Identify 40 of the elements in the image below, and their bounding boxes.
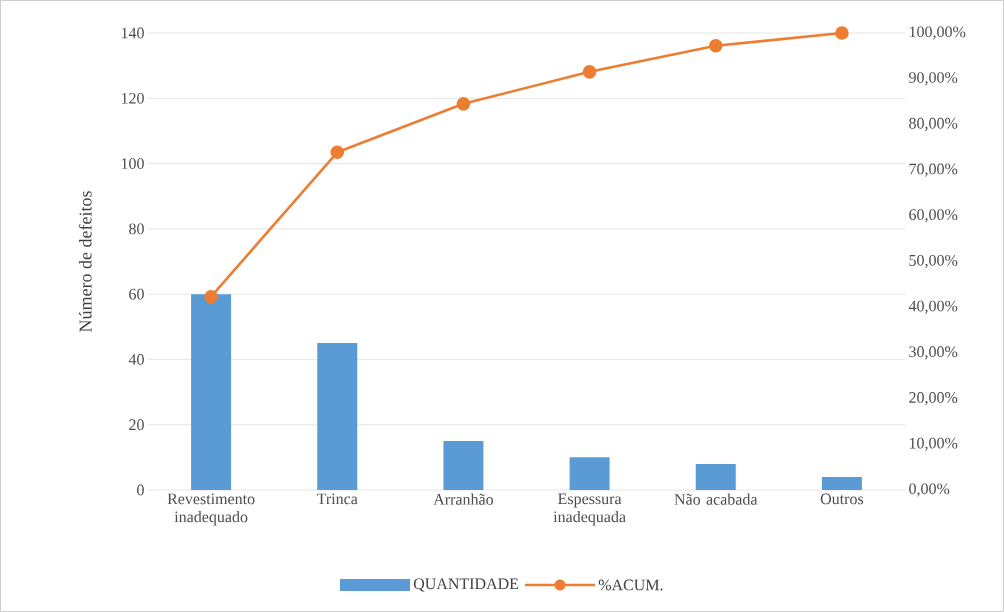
y2-tick-label: 40,00%: [908, 300, 958, 314]
y2-tick-label: 100,00%: [909, 26, 966, 40]
bar: [191, 294, 232, 490]
bar: [443, 441, 484, 490]
bar: [695, 463, 736, 490]
x-tick-label: Arranhão: [433, 493, 494, 505]
legend-label: QUANTIDADE: [413, 578, 519, 592]
point: [835, 26, 849, 40]
point: [582, 65, 597, 79]
y-tick-label: 40: [128, 354, 144, 365]
point: [456, 97, 471, 111]
bar: [821, 476, 862, 490]
y2-tick-label: 80,00%: [909, 117, 958, 131]
x-tick-label: Espessura inadequada: [553, 493, 626, 526]
y2-tick-label: 10,00%: [909, 437, 958, 451]
point: [330, 145, 345, 160]
x-tick-label: Outros: [820, 493, 864, 505]
y-tick-label: 120: [121, 92, 144, 104]
point: [204, 289, 218, 304]
y2-tick-label: 20,00%: [909, 392, 958, 406]
y2-tick-label: 70,00%: [909, 163, 958, 177]
bar: [569, 457, 610, 490]
y2-tick-label: 60,00%: [909, 209, 958, 223]
x-tick-label: Revestimento inadequado: [167, 493, 255, 526]
y-tick-label: 80: [129, 223, 144, 235]
legend-label: %ACUM.: [598, 579, 663, 591]
y-axis-title: Número de defeitos: [78, 191, 92, 332]
point: [708, 38, 723, 53]
y-tick-label: 60: [129, 288, 144, 300]
y-tick-label: 20: [129, 419, 144, 431]
x-tick-label: Não acabada: [674, 493, 758, 505]
y2-tick-label: 0,00%: [909, 483, 950, 497]
bar: [317, 343, 358, 490]
y-tick-label: 140: [121, 27, 144, 39]
y2-tick-label: 30,00%: [909, 346, 958, 360]
x-tick-label: Trinca: [316, 493, 358, 505]
y2-tick-label: 90,00%: [909, 72, 958, 86]
y-tick-label: 100: [121, 158, 144, 169]
y-tick-label: 0: [137, 484, 144, 496]
y2-tick-label: 50,00%: [909, 254, 958, 269]
